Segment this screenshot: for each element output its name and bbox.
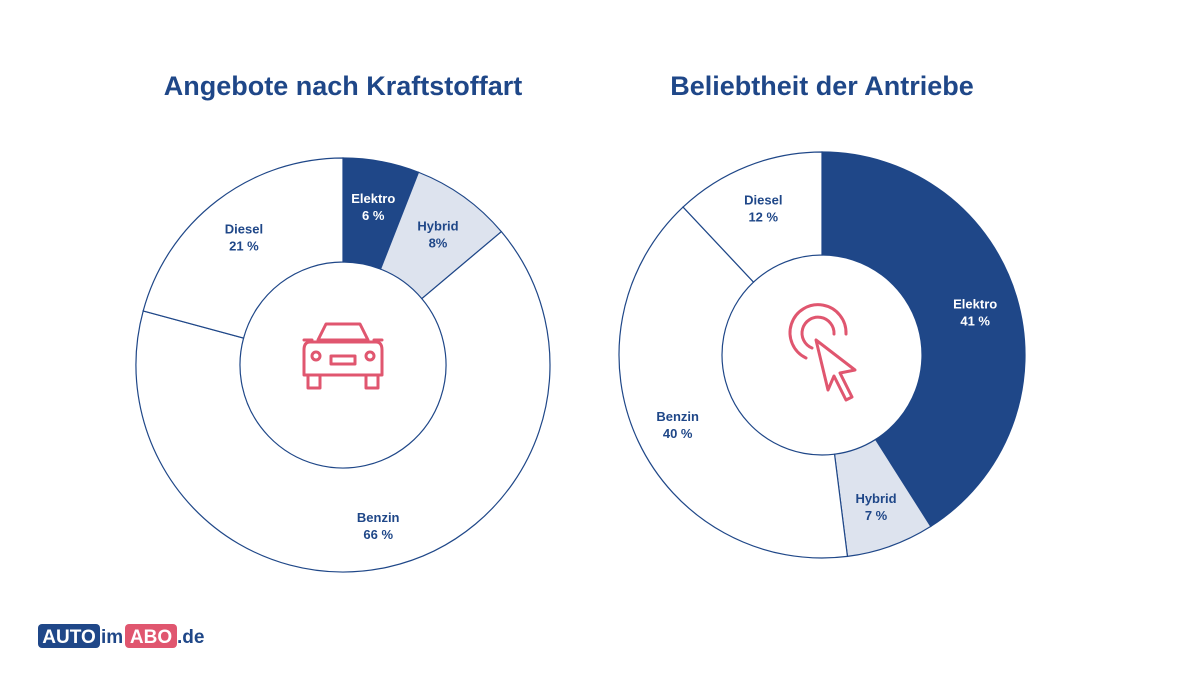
segment-label: Hybrid <box>855 491 896 506</box>
segment-value: 66 % <box>363 527 393 542</box>
segment-value: 12 % <box>748 210 778 225</box>
logo-text: ABO <box>130 627 172 648</box>
donut-segment <box>682 151 823 283</box>
chart-title: Angebote nach Kraftstoffart <box>164 71 523 101</box>
segment-value: 6 % <box>362 208 385 223</box>
segment-value: 41 % <box>960 314 990 329</box>
chart-title: Beliebtheit der Antriebe <box>670 71 974 101</box>
segment-value: 21 % <box>229 239 259 254</box>
car-icon <box>302 322 384 390</box>
logo-text: AUTO <box>42 627 95 648</box>
segment-label: Diesel <box>225 222 263 237</box>
segment-value: 8% <box>429 236 448 251</box>
segment-label: Benzin <box>656 409 699 424</box>
logo: AUTO im ABO .de <box>38 624 204 648</box>
segment-value: 40 % <box>663 426 693 441</box>
segment-label: Elektro <box>351 191 395 206</box>
donut-segment <box>142 157 344 339</box>
segment-label: Benzin <box>357 510 400 525</box>
segment-label: Diesel <box>744 193 782 208</box>
donut-segment <box>135 230 551 573</box>
segment-label: Hybrid <box>417 219 458 234</box>
donut-segment <box>821 151 1026 528</box>
charts: Elektro 6 % Hybrid 8% Benzin 66 % Diesel 21 % El… <box>135 151 1026 573</box>
click-icon <box>788 303 857 402</box>
logo-text: im <box>101 627 123 648</box>
logo-text: .de <box>177 627 204 648</box>
donut-segment <box>618 206 849 559</box>
segment-label: Elektro <box>953 297 997 312</box>
segment-value: 7 % <box>865 508 888 523</box>
